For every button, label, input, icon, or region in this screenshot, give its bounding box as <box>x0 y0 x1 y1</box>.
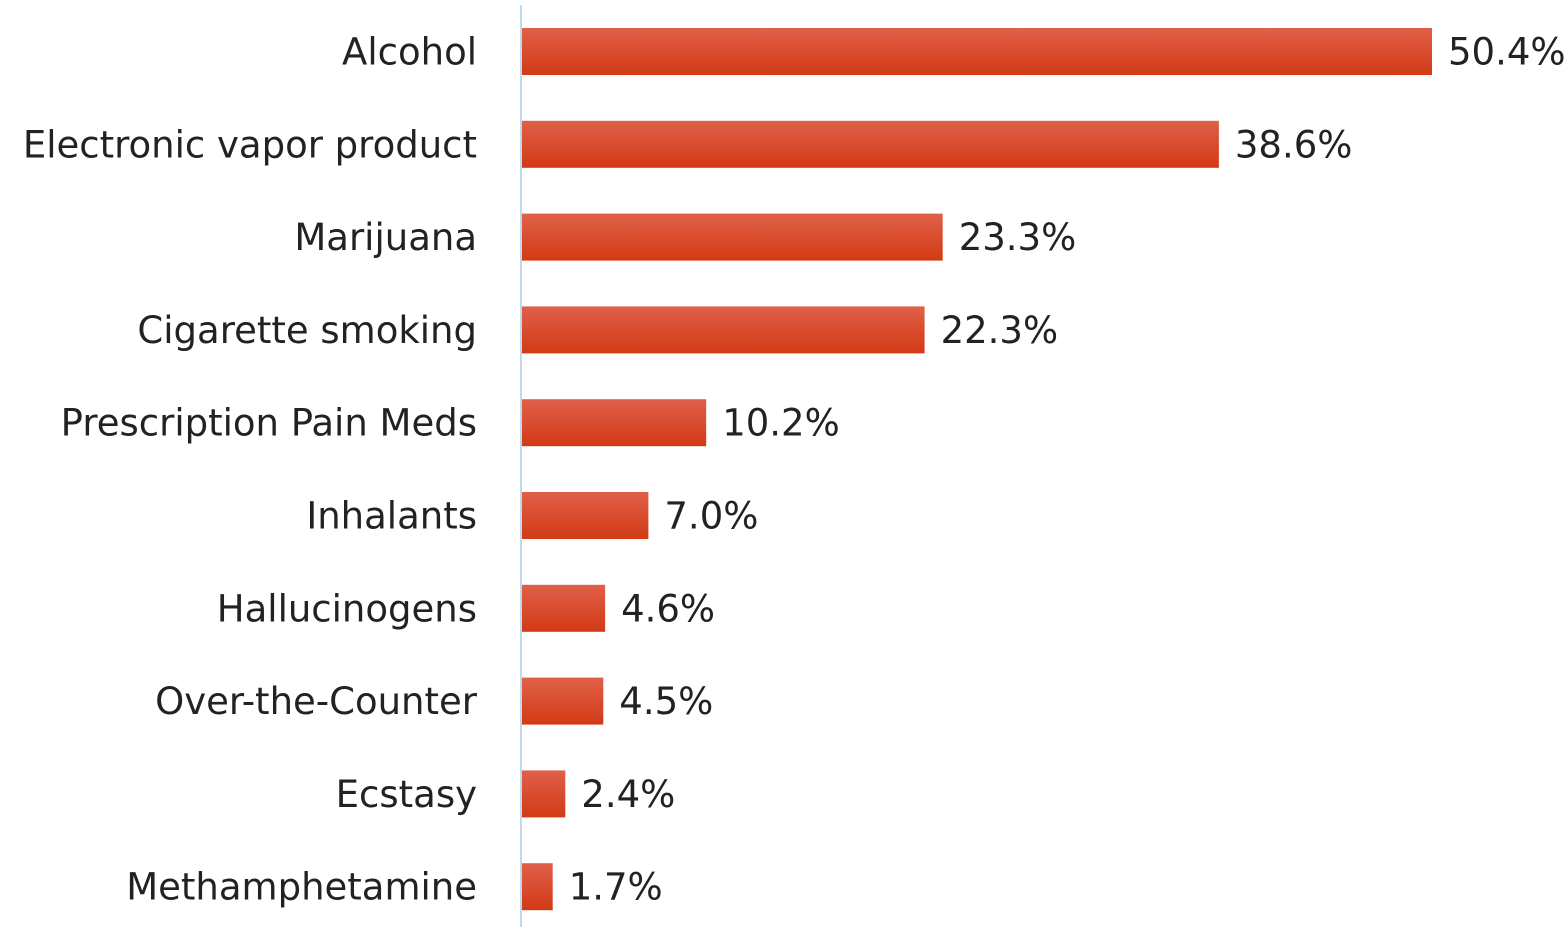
category-label-ecstasy: Ecstasy <box>336 773 477 816</box>
bar-over-the-counter <box>522 677 604 725</box>
category-label-over-the-counter: Over-the-Counter <box>155 680 478 723</box>
value-label-methamphetamine: 1.7% <box>569 866 663 909</box>
bar-methamphetamine <box>522 863 553 911</box>
bar-electronic-vapor-product <box>522 120 1219 168</box>
category-label-hallucinogens: Hallucinogens <box>217 587 477 630</box>
category-label-prescription-pain-meds: Prescription Pain Meds <box>61 402 477 445</box>
value-label-alcohol: 50.4% <box>1448 31 1565 74</box>
bar-alcohol <box>522 28 1432 75</box>
value-label-over-the-counter: 4.5% <box>619 680 713 723</box>
value-label-hallucinogens: 4.6% <box>621 587 715 630</box>
bar-hallucinogens <box>522 584 606 632</box>
bar-prescription-pain-meds <box>522 399 707 447</box>
bar-cigarette-smoking <box>522 306 925 354</box>
category-label-cigarette-smoking: Cigarette smoking <box>137 309 477 352</box>
bar-ecstasy <box>522 770 566 818</box>
bar-inhalants <box>522 492 649 539</box>
category-label-marijuana: Marijuana <box>294 216 477 259</box>
value-label-ecstasy: 2.4% <box>581 773 675 816</box>
value-label-electronic-vapor-product: 38.6% <box>1235 123 1353 166</box>
category-label-alcohol: Alcohol <box>342 31 477 74</box>
bar-marijuana <box>522 213 943 261</box>
value-label-prescription-pain-meds: 10.2% <box>722 402 840 445</box>
value-label-inhalants: 7.0% <box>664 495 758 538</box>
category-label-methamphetamine: Methamphetamine <box>126 866 477 909</box>
value-label-cigarette-smoking: 22.3% <box>941 309 1059 352</box>
category-label-electronic-vapor-product: Electronic vapor product <box>23 123 477 166</box>
category-label-inhalants: Inhalants <box>306 495 477 538</box>
bars-layer <box>522 28 1432 911</box>
labels-layer: Alcohol 50.4% Electronic vapor product 38.6… <box>23 31 1565 909</box>
value-label-marijuana: 23.3% <box>959 216 1077 259</box>
